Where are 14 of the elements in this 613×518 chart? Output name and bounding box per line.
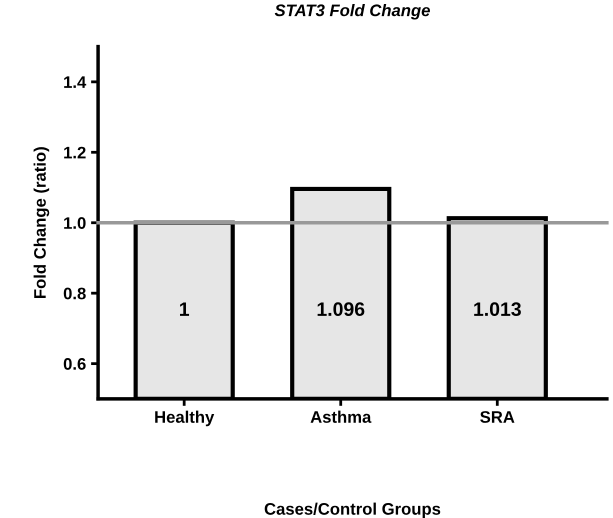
data-label: 1 <box>180 302 190 316</box>
chart-title: STAT3 Fold Change <box>274 4 430 20</box>
x-tick-label: SRA <box>480 411 514 423</box>
x-axis-title: Cases/Control Groups <box>264 502 440 518</box>
x-tick-label: Asthma <box>310 410 372 423</box>
y-tick-label: 0.8 <box>64 288 86 300</box>
data-label: 1.013 <box>474 302 521 316</box>
y-axis-title: Fold Change (ratio) <box>34 147 50 298</box>
y-tick-label: 1.2 <box>64 146 86 158</box>
y-tick-label: 1.4 <box>64 76 86 88</box>
y-tick-label: 0.6 <box>64 358 86 370</box>
x-tick-label: Healthy <box>155 410 214 426</box>
y-tick-label: 1.0 <box>64 217 86 229</box>
data-label: 1.096 <box>318 302 364 316</box>
